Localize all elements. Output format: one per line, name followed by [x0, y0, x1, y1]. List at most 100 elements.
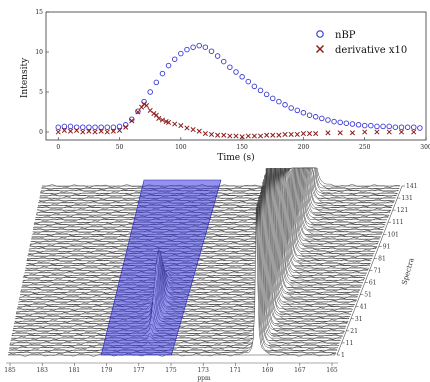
y-axis-label: Intensity — [20, 57, 30, 98]
derivative-point — [184, 125, 190, 131]
spectrum-trace — [15, 167, 351, 318]
spectra-tick-label: 1 — [341, 352, 345, 359]
spectra-tick-label: 131 — [401, 195, 412, 202]
legend-label-nbp: nBP — [335, 30, 356, 41]
spectrum-trace — [14, 167, 348, 326]
derivative-point — [245, 133, 251, 139]
nbp-point — [386, 123, 392, 130]
derivative-point — [349, 130, 356, 136]
ppm-axis-label: ppm — [197, 375, 211, 382]
derivative-point — [233, 133, 239, 139]
spectrum-trace — [16, 167, 352, 314]
spectrum-trace — [17, 167, 354, 309]
derivative-point — [374, 129, 380, 135]
nbp-point — [270, 95, 276, 102]
derivative-point — [270, 132, 276, 138]
plot-frame — [45, 11, 427, 141]
derivative-point — [67, 128, 74, 134]
ppm-tick-label: 175 — [165, 367, 177, 374]
ppm-tick-label: 177 — [133, 367, 145, 374]
nbp-point — [355, 122, 362, 128]
derivative-point — [398, 129, 405, 135]
ppm-tick-label: 183 — [36, 367, 48, 374]
nbp-point — [257, 87, 264, 94]
spectra-axis-label: Spectra — [400, 257, 415, 286]
derivative-point — [55, 129, 61, 135]
derivative-point — [156, 115, 162, 121]
spectrum-trace — [21, 167, 362, 289]
spectrum-trace — [26, 167, 371, 265]
ppm-tick-label: 171 — [230, 367, 241, 374]
series-derivative — [55, 101, 417, 140]
nbp-point — [374, 123, 380, 130]
nbp-point — [80, 124, 86, 130]
derivative-point — [239, 134, 245, 140]
series-nbp — [55, 42, 423, 131]
spectra-tick-label: 61 — [369, 280, 377, 287]
x-axis-label: Time (s) — [217, 152, 254, 163]
waterfall-spectra — [7, 167, 401, 357]
nbp-point — [73, 124, 80, 130]
derivative-point — [337, 130, 343, 136]
nbp-point — [220, 58, 227, 65]
nbp-point — [208, 48, 215, 54]
nbp-point — [380, 123, 386, 130]
derivative-point — [61, 127, 67, 133]
legend-marker-nbp — [316, 30, 324, 38]
spectrum-trace — [15, 167, 350, 321]
derivative-point — [92, 129, 98, 135]
spectra-tick-label: 141 — [406, 183, 417, 190]
spectra-tick-label: 81 — [378, 255, 386, 262]
spectrum-trace — [28, 167, 375, 256]
nbp-point — [227, 64, 233, 70]
spectra-tick-label: 31 — [355, 316, 363, 323]
ppm-tick-label: 169 — [262, 367, 274, 374]
nbp-point — [337, 119, 343, 126]
nbp-point — [98, 124, 104, 130]
nbp-point — [104, 124, 111, 130]
spectrum-trace — [27, 167, 374, 258]
nbp-point — [196, 42, 202, 49]
nbp-point — [214, 53, 221, 59]
spectrum-trace — [22, 167, 365, 282]
spectrum-trace — [21, 167, 363, 287]
spectrum-trace — [24, 167, 368, 272]
ppm-tick-label: 179 — [101, 367, 113, 374]
nbp-point — [331, 118, 337, 125]
spectrum-trace — [28, 167, 376, 253]
derivative-point — [288, 131, 294, 137]
x-tick-label: 0 — [56, 144, 60, 151]
spectrum-trace — [13, 168, 347, 328]
spectrum-trace — [26, 167, 372, 263]
x-tick-label: 100 — [175, 144, 187, 151]
derivative-point — [80, 129, 86, 135]
derivative-point — [190, 127, 196, 133]
spectrum-trace — [20, 167, 361, 292]
nbp-point — [410, 124, 417, 130]
y-tick-label: 10 — [35, 49, 43, 56]
y-tick-label: 0 — [39, 129, 43, 136]
derivative-point — [300, 131, 306, 137]
nbp-point — [276, 98, 282, 105]
legend-label-derivative: derivative x10 — [335, 45, 407, 56]
spectrum-trace — [16, 167, 352, 316]
nbp-point — [368, 122, 374, 129]
nbp-point — [202, 44, 209, 50]
spectrum-trace — [23, 167, 366, 277]
nbp-point — [404, 124, 411, 130]
nbp-point — [159, 70, 166, 77]
nbp-point — [417, 125, 423, 131]
nbp-point — [233, 69, 239, 75]
spectrum-trace — [20, 167, 360, 294]
spectrum-trace — [19, 167, 358, 299]
nbp-point — [116, 123, 123, 130]
x-tick-label: 150 — [236, 144, 248, 151]
spectra-tick-label: 71 — [374, 268, 382, 275]
spectrum-trace — [41, 167, 400, 190]
nbp-point — [147, 89, 153, 95]
derivative-point — [325, 130, 331, 136]
derivative-point — [362, 129, 368, 135]
spectrum-trace — [10, 192, 340, 345]
x-tick-label: 50 — [116, 144, 124, 151]
y-tick-label: 15 — [35, 9, 43, 16]
